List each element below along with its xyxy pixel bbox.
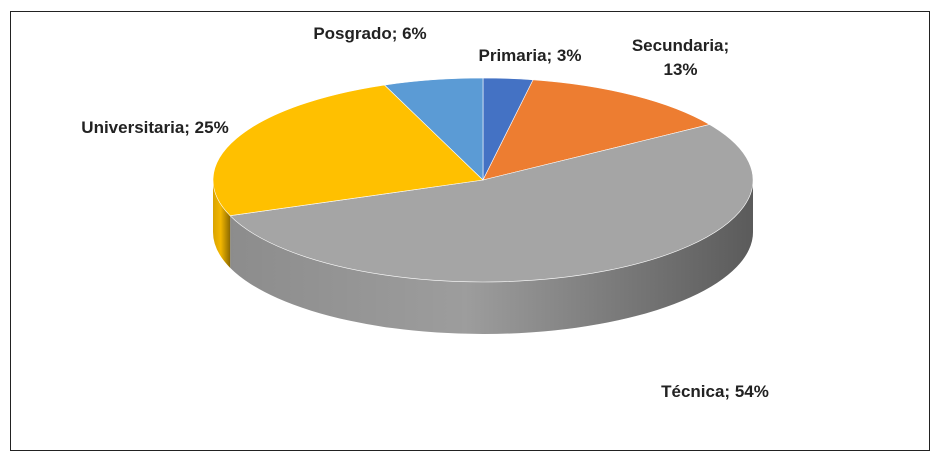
data-label: Posgrado; 6%: [313, 24, 427, 43]
data-label: Secundaria; 13%: [631, 36, 730, 79]
slice: [383, 77, 484, 181]
slice: [212, 84, 484, 217]
slice-side-shade: [230, 180, 754, 335]
data-label: Primaria; 3%: [478, 46, 582, 65]
slice-side-shade: [213, 180, 231, 268]
data-label: Universitaria; 25%: [81, 118, 229, 137]
slice: [229, 124, 754, 283]
chart-frame: [10, 11, 930, 451]
data-label: Técnica; 54%: [661, 382, 769, 401]
slice: [482, 79, 711, 181]
